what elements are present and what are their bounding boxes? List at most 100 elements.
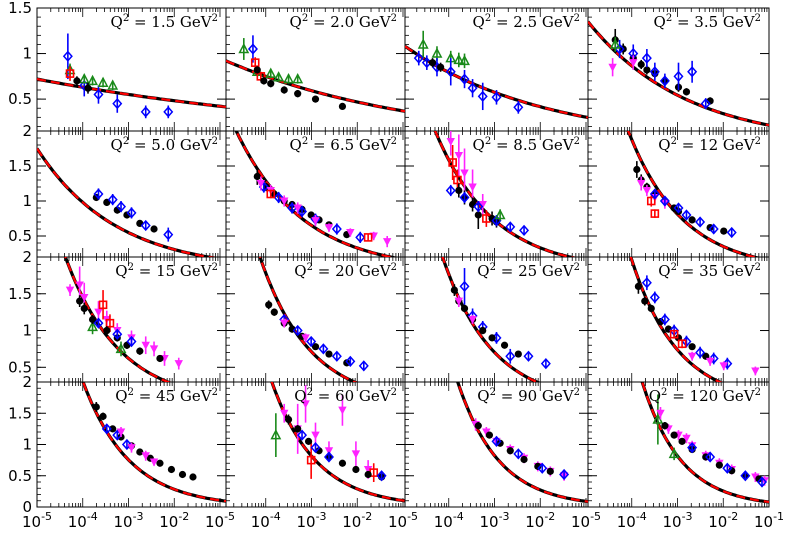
data-point [453, 175, 462, 185]
data-point [127, 444, 136, 453]
data-point [87, 74, 99, 86]
data-point [537, 462, 548, 474]
data-point [112, 328, 123, 340]
data-point [73, 77, 81, 85]
data-point [454, 152, 464, 160]
data-point [695, 216, 706, 228]
data-point [280, 409, 289, 418]
data-point [140, 219, 151, 232]
data-point [382, 238, 392, 247]
data-point [513, 448, 524, 460]
data-point [659, 313, 670, 326]
data-point [454, 297, 464, 306]
data-point [136, 347, 144, 355]
data-point [482, 428, 491, 437]
data-point [677, 339, 687, 349]
q2-label: Q2 = 5.0 GeV2 [111, 136, 218, 154]
data-point [156, 354, 164, 363]
data-point [280, 86, 288, 94]
data-point [294, 90, 302, 98]
data-point [673, 202, 684, 214]
data-point [315, 447, 323, 455]
data-point [346, 229, 355, 237]
data-point [280, 319, 289, 328]
data-point [140, 106, 151, 118]
data-point [92, 403, 100, 411]
data-point [641, 277, 652, 289]
data-point [413, 52, 424, 64]
data-point [301, 334, 310, 343]
y-tick-label: 1 [22, 322, 32, 340]
theory-curve-solid [37, 147, 218, 257]
data-point [459, 73, 470, 85]
data-point [649, 66, 660, 78]
data-point [174, 360, 183, 369]
data-point [513, 101, 524, 113]
panel-plot [270, 382, 405, 503]
data-point [311, 217, 320, 226]
data-point [65, 286, 75, 295]
theory-curve-dashed [629, 257, 723, 382]
data-point [540, 357, 551, 370]
panel-plot [588, 20, 769, 127]
panel-plot [433, 131, 578, 257]
data-point [93, 88, 104, 101]
theory-curve-dashed [641, 382, 769, 504]
x-tick-label: 10-5 [22, 510, 52, 531]
data-point [649, 188, 660, 200]
data-point [93, 317, 104, 329]
data-point [270, 429, 282, 440]
y-tick-label: 1.5 [8, 404, 32, 422]
data-point [84, 84, 92, 92]
data-point [459, 54, 470, 66]
x-tick-label: 10-5 [571, 510, 601, 531]
data-point [478, 201, 487, 209]
data-point [324, 224, 334, 233]
panel-plot [81, 382, 226, 503]
data-point [126, 207, 137, 219]
q2-label: Q2 = 8.5 GeV2 [473, 136, 580, 154]
data-point [273, 71, 285, 82]
theory-curve-dashed [37, 147, 215, 257]
theory-curve-dashed [441, 257, 540, 382]
data-point [292, 324, 303, 337]
data-point [417, 38, 429, 49]
q2-label: Q2 = 1.5 GeV2 [111, 13, 218, 31]
x-tick-label: 10-2 [342, 510, 372, 531]
y-tick-label: 0.5 [8, 227, 32, 245]
data-point [474, 211, 482, 219]
panel-plot [37, 33, 226, 119]
data-point [455, 186, 463, 195]
panel-plot [37, 147, 218, 257]
data-point [62, 50, 73, 62]
data-point [297, 429, 308, 441]
data-point [756, 476, 767, 488]
data-point [637, 60, 645, 69]
data-point [297, 205, 308, 218]
theory-curve-solid [640, 382, 769, 504]
data-point [116, 200, 127, 213]
theory-curve-dashed [81, 382, 226, 503]
y-tick-label: 0.5 [8, 90, 32, 108]
data-point [546, 467, 554, 475]
data-point [265, 67, 277, 78]
data-point [688, 216, 696, 224]
q2-label: Q2 = 20 GeV2 [294, 262, 397, 280]
data-point [460, 169, 469, 178]
data-point [358, 360, 369, 372]
x-tick-label: 10-3 [296, 510, 326, 531]
panel-plot [405, 30, 588, 120]
data-point [641, 52, 652, 64]
data-point [363, 466, 373, 474]
x-tick-label: 10-1 [754, 510, 784, 531]
q2-label: Q2 = 2.5 GeV2 [473, 13, 580, 31]
data-point [149, 458, 159, 467]
data-point [670, 431, 678, 439]
data-point [65, 69, 75, 78]
data-point [642, 187, 652, 195]
data-point [682, 88, 691, 96]
q2-label: Q2 = 2.0 GeV2 [290, 13, 397, 31]
panel-plot [234, 131, 399, 257]
theory-curve-dashed [235, 131, 397, 257]
